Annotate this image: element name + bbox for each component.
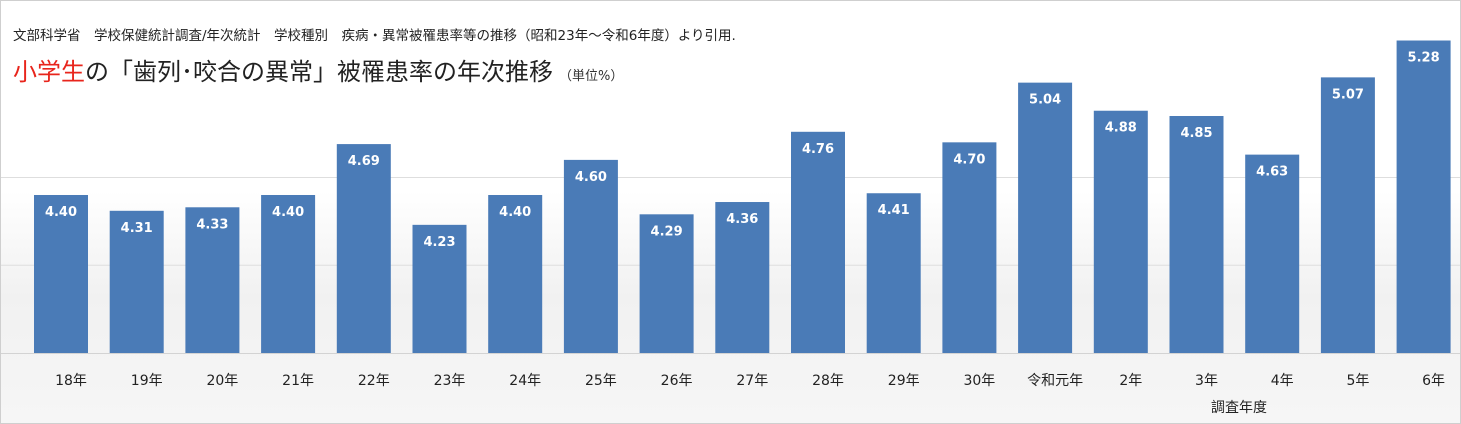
data-label: 4.40 bbox=[499, 205, 531, 220]
x-tick-label: 20年 bbox=[206, 373, 238, 389]
bar bbox=[942, 142, 997, 353]
bar bbox=[563, 159, 618, 353]
data-label: 4.31 bbox=[121, 221, 153, 236]
x-tick-label: 令和元年 bbox=[1027, 373, 1083, 389]
x-tick-label: 21年 bbox=[282, 373, 314, 389]
bar bbox=[1093, 110, 1148, 353]
data-label: 4.63 bbox=[1256, 165, 1288, 180]
bars bbox=[34, 40, 1451, 354]
x-tick-label: 3年 bbox=[1195, 373, 1218, 389]
x-tick-labels: 18年 19年 20年 21年 22年 23年 24年 25年 26年 27年 28年 29年 30年 令… bbox=[55, 373, 1445, 389]
data-labels: 4.40 4.31 4.33 4.40 4.69 4.23 4.40 4.60 4.29 4.36… bbox=[45, 51, 1440, 250]
bar bbox=[261, 195, 316, 353]
data-label: 4.60 bbox=[575, 170, 607, 185]
title-unit: （単位%） bbox=[559, 69, 624, 84]
x-tick-label: 2年 bbox=[1119, 373, 1142, 389]
bar bbox=[1320, 77, 1375, 353]
bar bbox=[185, 207, 240, 353]
x-tick-label: 29年 bbox=[888, 373, 920, 389]
bar bbox=[1169, 116, 1224, 353]
x-tick-label: 24年 bbox=[509, 373, 541, 389]
x-tick-label: 23年 bbox=[434, 373, 466, 389]
data-label: 4.23 bbox=[423, 235, 455, 250]
data-label: 4.40 bbox=[45, 205, 77, 220]
title-highlight: 小学生 bbox=[13, 58, 85, 86]
data-label: 5.04 bbox=[1029, 93, 1061, 108]
data-label: 4.70 bbox=[953, 152, 985, 167]
bar bbox=[336, 144, 391, 353]
bar bbox=[715, 202, 770, 353]
bar bbox=[1396, 40, 1451, 354]
x-tick-label: 4年 bbox=[1271, 373, 1294, 389]
data-label: 4.29 bbox=[651, 224, 683, 239]
x-tick-label: 5年 bbox=[1346, 373, 1369, 389]
bar bbox=[866, 193, 921, 353]
data-label: 4.33 bbox=[196, 217, 228, 232]
bar bbox=[109, 210, 164, 353]
bar bbox=[34, 195, 88, 353]
x-tick-label: 28年 bbox=[812, 373, 844, 389]
x-tick-label: 18年 bbox=[55, 373, 87, 389]
x-tick-label: 19年 bbox=[131, 373, 163, 389]
data-label: 4.88 bbox=[1105, 121, 1137, 136]
data-label: 4.36 bbox=[726, 212, 758, 227]
bar bbox=[412, 224, 467, 353]
x-tick-label: 27年 bbox=[736, 373, 768, 389]
x-tick-label: 22年 bbox=[358, 373, 390, 389]
x-tick-label: 6年 bbox=[1422, 373, 1445, 389]
data-label: 4.69 bbox=[348, 154, 380, 169]
data-label: 4.40 bbox=[272, 205, 304, 220]
data-label: 4.76 bbox=[802, 142, 834, 157]
x-tick-label: 30年 bbox=[963, 373, 995, 389]
bar bbox=[1245, 154, 1300, 353]
x-axis-label: 調査年度 bbox=[1211, 400, 1267, 416]
bar bbox=[488, 195, 543, 353]
x-tick-label: 26年 bbox=[661, 373, 693, 389]
data-label: 4.85 bbox=[1180, 126, 1212, 141]
data-label: 5.07 bbox=[1332, 87, 1364, 102]
source-note: 文部科学省 学校保健統計調査/年次統計 学校種別 疾病・異常被罹患率等の推移（昭… bbox=[13, 28, 736, 44]
title-main: の「歯列･咬合の異常」被罹患率の年次推移 bbox=[85, 58, 553, 86]
data-label: 5.28 bbox=[1408, 51, 1440, 66]
bar bbox=[791, 131, 845, 353]
bar bbox=[1018, 82, 1073, 354]
x-tick-label: 25年 bbox=[585, 373, 617, 389]
bar bbox=[639, 214, 694, 353]
data-label: 4.41 bbox=[878, 203, 910, 218]
chart-title: 小学生の「歯列･咬合の異常」被罹患率の年次推移 （単位%） bbox=[13, 52, 623, 87]
